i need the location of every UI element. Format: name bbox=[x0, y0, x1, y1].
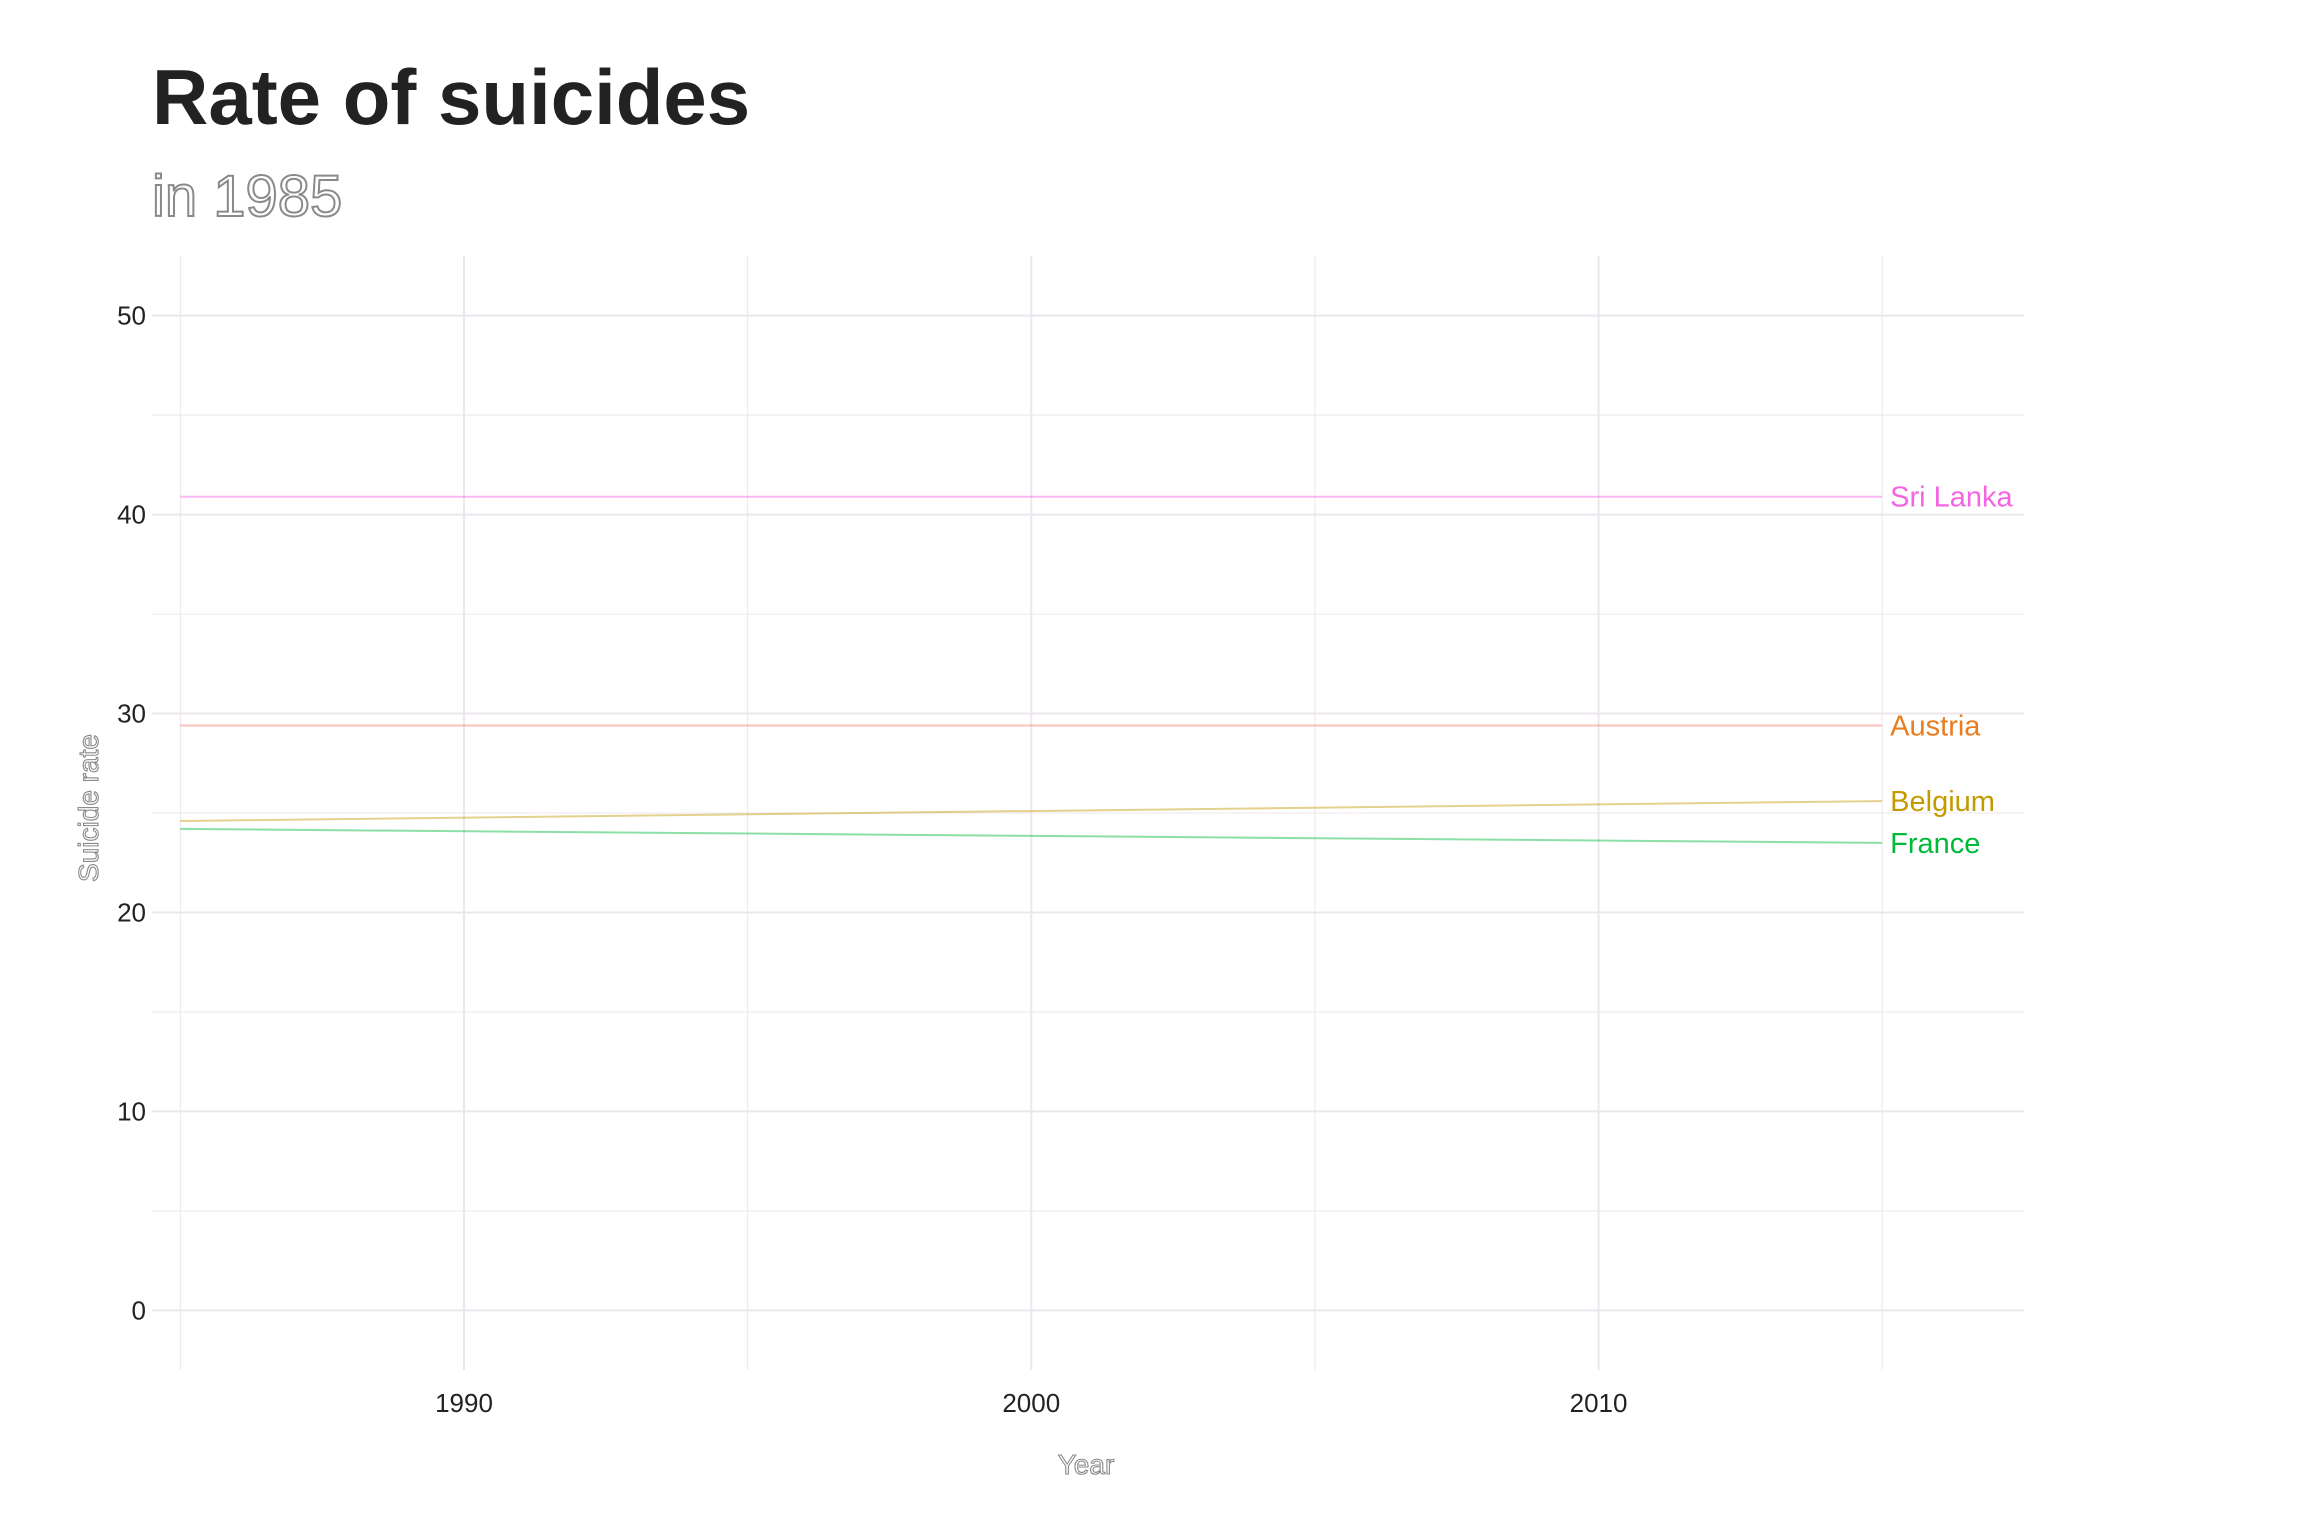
x-tick-label: 2010 bbox=[1570, 1388, 1628, 1418]
y-tick-label: 30 bbox=[117, 699, 146, 729]
series-line bbox=[180, 827, 1883, 844]
x-axis-title: Year bbox=[1058, 1449, 1115, 1480]
gridlines bbox=[152, 256, 2024, 1370]
y-axis-title: Suicide rate bbox=[73, 734, 104, 882]
series-end-label: Austria bbox=[1890, 710, 1981, 742]
y-tick-label: 10 bbox=[117, 1096, 146, 1126]
chart-title: Rate of suicides bbox=[152, 53, 751, 141]
series-end-label: France bbox=[1890, 828, 1980, 860]
y-tick-label: 20 bbox=[117, 897, 146, 927]
x-axis-ticks: 1990 2000 2010 bbox=[435, 1388, 1627, 1418]
y-axis-ticks: 0 10 20 30 40 50 bbox=[117, 301, 146, 1326]
y-tick-label: 0 bbox=[132, 1295, 146, 1325]
series-end-label: Belgium bbox=[1890, 786, 1995, 818]
x-tick-label: 1990 bbox=[435, 1388, 493, 1418]
series-line bbox=[180, 800, 1883, 822]
series-lines bbox=[180, 495, 1883, 844]
y-tick-label: 50 bbox=[117, 301, 146, 331]
x-tick-label: 2000 bbox=[1002, 1388, 1060, 1418]
series-end-label: Sri Lanka bbox=[1890, 482, 2013, 514]
chart-subtitle: in 1985 bbox=[151, 164, 343, 229]
y-tick-label: 40 bbox=[117, 500, 146, 530]
series-labels: Sri Lanka Austria Belgium France bbox=[1890, 482, 2013, 860]
